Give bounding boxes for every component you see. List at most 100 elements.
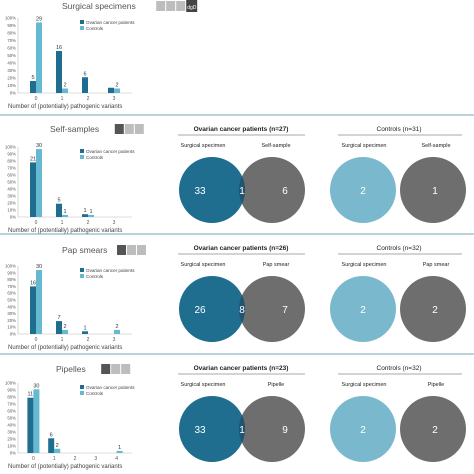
y-tick-label: 60% — [7, 173, 16, 178]
x-tick-label: 0 — [32, 456, 35, 462]
venn-overlap — [238, 176, 246, 204]
bar — [82, 331, 88, 334]
legend-label-controls: Controls — [86, 155, 104, 160]
y-tick-label: 70% — [7, 166, 16, 171]
y-tick-label: 70% — [7, 284, 16, 289]
y-tick-label: 80% — [7, 395, 16, 400]
data-label: 1 — [83, 325, 86, 331]
x-tick-label: 2 — [87, 337, 90, 343]
sample-type-icon — [134, 124, 144, 134]
y-tick-label: 40% — [7, 61, 16, 66]
venn-count-left: 26 — [194, 305, 206, 316]
venn-circle-sample — [239, 157, 305, 223]
venn-count-left: 33 — [194, 186, 206, 197]
legend-label-patients: Ovarian cancer patients — [86, 149, 135, 154]
data-label: 11 — [28, 392, 34, 398]
legend-swatch-controls — [80, 274, 84, 278]
y-tick-label: 100% — [5, 264, 16, 269]
bar — [108, 87, 114, 93]
sample-type-icon — [124, 124, 134, 134]
venn-title-controls: Controls (n=31) — [377, 126, 422, 133]
legend-label-controls: Controls — [86, 274, 104, 279]
venn-circle-surgical — [179, 157, 245, 223]
sample-type-icon — [176, 1, 186, 11]
venn-circle-surgical-controls — [330, 157, 396, 223]
legend-swatch-patients — [80, 149, 84, 153]
y-tick-label: 60% — [7, 409, 16, 414]
data-label: 6 — [83, 71, 86, 77]
y-tick-label: 60% — [7, 46, 16, 51]
data-label: 30 — [36, 264, 42, 270]
venn-overlap — [238, 415, 246, 443]
venn-circle-surgical-controls — [330, 276, 396, 342]
y-tick-label: 90% — [7, 388, 16, 393]
venn-count-right: 9 — [282, 425, 288, 436]
venn-circle-surgical — [179, 396, 245, 462]
y-tick-label: 20% — [7, 318, 16, 323]
data-label: 2 — [115, 324, 118, 330]
data-label: 30 — [36, 143, 42, 149]
venn-title-controls: Controls (n=32) — [377, 365, 422, 372]
x-tick-label: 0 — [35, 96, 38, 102]
y-tick-label: 50% — [7, 298, 16, 303]
y-tick-label: 0% — [10, 215, 16, 220]
sample-type-icon — [156, 1, 166, 11]
venn-count-right: 7 — [282, 305, 288, 316]
x-tick-label: 3 — [113, 337, 116, 343]
venn-circle-sample — [239, 276, 305, 342]
y-tick-label: 100% — [5, 381, 16, 386]
venn-count-overlap: 8 — [239, 305, 245, 316]
venn-count-overlap: 1 — [239, 186, 245, 197]
venn-left-label: Surgical specimen — [342, 262, 387, 268]
y-tick-label: 30% — [7, 430, 16, 435]
bar — [54, 448, 61, 453]
venn-right-label: Pap smear — [263, 262, 290, 268]
x-tick-label: 3 — [94, 456, 97, 462]
sample-type-icon — [121, 364, 131, 374]
y-tick-label: 20% — [7, 201, 16, 206]
x-axis-label: Number of (potentially) pathogenic varia… — [8, 464, 122, 470]
y-tick-label: 20% — [7, 76, 16, 81]
venn-right-label: Pap smear — [423, 262, 450, 268]
data-label: 1 — [63, 209, 66, 215]
bar — [114, 88, 120, 93]
panel-title: Pap smears — [62, 245, 107, 255]
dna-icon — [186, 0, 198, 12]
data-label: 16 — [30, 280, 36, 286]
venn-count-left: 33 — [194, 425, 206, 436]
venn-title-patients: Ovarian cancer patients (n=27) — [194, 126, 289, 133]
venn-overlap — [238, 295, 246, 323]
panel-title: Surgical specimens — [62, 1, 136, 11]
data-label: 5 — [57, 198, 60, 204]
bar — [27, 397, 34, 453]
legend-swatch-patients — [80, 385, 84, 389]
y-tick-label: 10% — [7, 444, 16, 449]
venn-circle-sample — [239, 396, 305, 462]
y-tick-label: 50% — [7, 180, 16, 185]
venn-count-left: 2 — [360, 305, 366, 316]
data-label: 7 — [57, 315, 60, 321]
x-tick-label: 4 — [115, 456, 118, 462]
venn-left-label: Surgical specimen — [342, 143, 387, 149]
legend-swatch-controls — [80, 391, 84, 395]
x-tick-label: 3 — [113, 96, 116, 102]
bar — [36, 22, 42, 93]
sample-type-icon — [127, 245, 136, 255]
y-tick-label: 90% — [7, 152, 16, 157]
bar — [62, 329, 68, 334]
legend-label-controls: Controls — [86, 26, 104, 31]
x-tick-label: 1 — [61, 220, 64, 226]
bar — [62, 88, 68, 93]
panel-title: Self-samples — [50, 124, 99, 134]
bar — [30, 286, 36, 334]
venn-count-right: 6 — [282, 186, 288, 197]
venn-circle-surgical — [179, 276, 245, 342]
venn-title-patients: Ovarian cancer patients (n=23) — [194, 365, 289, 372]
x-axis-label: Number of (potentially) pathogenic varia… — [8, 104, 122, 110]
y-tick-label: 100% — [5, 145, 16, 150]
x-tick-label: 2 — [87, 96, 90, 102]
y-tick-label: 40% — [7, 187, 16, 192]
sample-type-icon — [117, 245, 126, 255]
dna-icon-label: dgD — [187, 5, 197, 11]
y-tick-label: 50% — [7, 416, 16, 421]
